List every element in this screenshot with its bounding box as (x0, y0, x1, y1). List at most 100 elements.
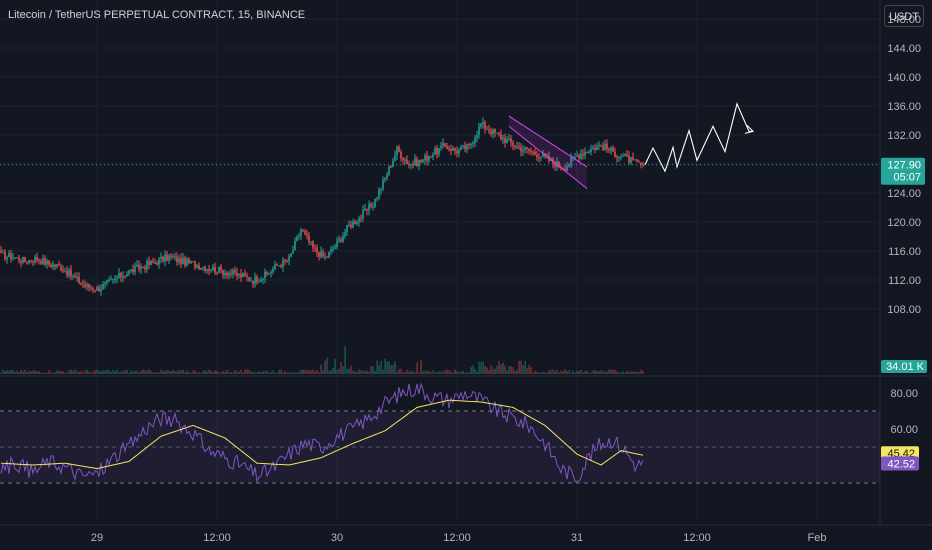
candle-body[interactable] (234, 270, 236, 273)
candle-body[interactable] (296, 236, 298, 242)
candle-body[interactable] (322, 251, 324, 257)
candle-body[interactable] (292, 250, 294, 254)
candle-body[interactable] (96, 287, 98, 291)
candle-body[interactable] (114, 278, 116, 280)
candle-body[interactable] (100, 288, 102, 292)
candle-body[interactable] (56, 264, 58, 267)
candle-body[interactable] (214, 266, 216, 273)
candle-body[interactable] (246, 275, 248, 278)
candle-body[interactable] (154, 262, 156, 264)
candle-body[interactable] (520, 147, 522, 152)
candle-body[interactable] (196, 265, 198, 268)
candle-body[interactable] (640, 162, 642, 165)
candle-body[interactable] (456, 150, 458, 154)
candle-body[interactable] (426, 155, 428, 161)
candle-body[interactable] (454, 147, 456, 151)
candle-body[interactable] (94, 290, 96, 292)
candle-body[interactable] (434, 148, 436, 155)
candle-body[interactable] (118, 273, 120, 279)
candle-body[interactable] (620, 156, 622, 158)
candle-body[interactable] (492, 129, 494, 134)
candle-body[interactable] (0, 250, 2, 253)
candle-body[interactable] (302, 229, 304, 232)
candle-body[interactable] (524, 147, 526, 151)
candle-body[interactable] (280, 265, 282, 267)
rsi-pane[interactable] (0, 382, 880, 484)
candle-body[interactable] (212, 266, 214, 271)
candle-body[interactable] (30, 260, 32, 262)
candle-body[interactable] (584, 151, 586, 156)
candle-body[interactable] (628, 155, 630, 163)
candle-body[interactable] (560, 166, 562, 168)
candle-body[interactable] (586, 151, 588, 153)
candle-body[interactable] (414, 158, 416, 165)
candle-body[interactable] (222, 270, 224, 275)
candle-body[interactable] (238, 273, 240, 276)
candle-body[interactable] (268, 273, 270, 275)
candle-body[interactable] (330, 249, 332, 252)
candle-body[interactable] (540, 156, 542, 158)
candle-body[interactable] (424, 155, 426, 160)
candle-body[interactable] (528, 148, 530, 152)
candle-body[interactable] (534, 151, 536, 155)
candle-body[interactable] (498, 132, 500, 135)
channel-upper-line[interactable] (508, 115, 588, 168)
candle-body[interactable] (194, 261, 196, 268)
candle-body[interactable] (428, 156, 430, 161)
candle-body[interactable] (444, 143, 446, 146)
candle-body[interactable] (448, 148, 450, 150)
candle-body[interactable] (366, 208, 368, 211)
candle-body[interactable] (390, 166, 392, 168)
candle-body[interactable] (226, 272, 228, 276)
candle-body[interactable] (178, 258, 180, 263)
candle-body[interactable] (166, 254, 168, 261)
candle-body[interactable] (136, 264, 138, 266)
candle-body[interactable] (570, 157, 572, 165)
candle-body[interactable] (374, 198, 376, 207)
candle-body[interactable] (368, 204, 370, 211)
candle-body[interactable] (412, 163, 414, 165)
price-axis[interactable]: 148.00144.00140.00136.00132.00128.00124.… (881, 14, 927, 471)
rsi-ma-line[interactable] (0, 399, 644, 470)
candle-body[interactable] (460, 146, 462, 150)
candle-body[interactable] (438, 148, 440, 155)
candle-body[interactable] (262, 278, 264, 281)
candle-body[interactable] (562, 167, 564, 169)
candle-body[interactable] (352, 221, 354, 228)
candle-body[interactable] (332, 248, 334, 250)
candle-body[interactable] (394, 155, 396, 161)
candle-body[interactable] (340, 239, 342, 242)
candle-body[interactable] (158, 258, 160, 265)
candle-body[interactable] (184, 257, 186, 266)
candle-body[interactable] (578, 155, 580, 159)
candle-body[interactable] (22, 256, 24, 263)
candle-body[interactable] (44, 258, 46, 265)
candle-body[interactable] (84, 284, 86, 287)
candle-body[interactable] (156, 262, 158, 265)
candle-body[interactable] (364, 208, 366, 211)
candle-body[interactable] (10, 253, 12, 260)
candle-body[interactable] (300, 229, 302, 236)
candle-body[interactable] (630, 157, 632, 163)
candle-body[interactable] (160, 256, 162, 259)
candle-body[interactable] (402, 158, 404, 160)
candle-body[interactable] (328, 251, 330, 258)
time-axis[interactable]: 29 12:00 30 12:00 31 12:00 Feb (91, 532, 827, 544)
candle-body[interactable] (462, 145, 464, 147)
candle-body[interactable] (388, 166, 390, 175)
candle-body[interactable] (8, 253, 10, 257)
candle-body[interactable] (284, 259, 286, 261)
candle-body[interactable] (70, 269, 72, 277)
candle-body[interactable] (180, 258, 182, 265)
candle-body[interactable] (50, 264, 52, 268)
candle-body[interactable] (176, 256, 178, 263)
currency-button[interactable]: USDT (884, 5, 924, 27)
candle-body[interactable] (506, 139, 508, 143)
candle-body[interactable] (206, 268, 208, 271)
candle-body[interactable] (532, 151, 534, 153)
candle-body[interactable] (422, 159, 424, 162)
candle-body[interactable] (48, 260, 50, 265)
candle-body[interactable] (504, 137, 506, 143)
candle-body[interactable] (508, 138, 510, 140)
candle-body[interactable] (362, 210, 364, 219)
